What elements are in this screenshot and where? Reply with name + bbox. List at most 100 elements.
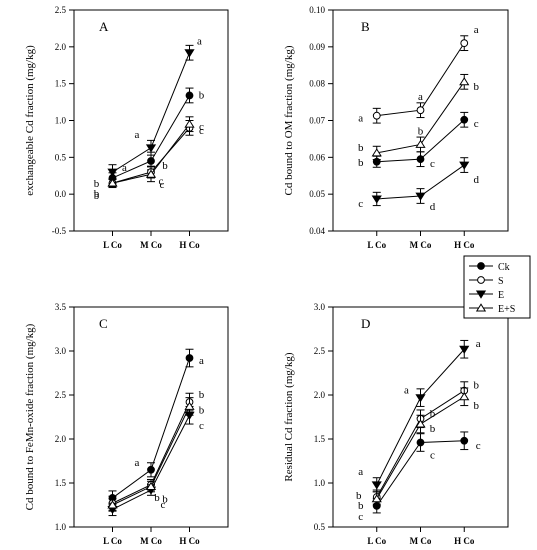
series-ck: b c c bbox=[358, 111, 479, 170]
x-tick-label: M Co bbox=[140, 536, 162, 546]
y-tick-label: 0.09 bbox=[309, 42, 325, 52]
significance-letter: b bbox=[430, 408, 436, 420]
significance-letter: b bbox=[154, 492, 160, 504]
y-tick-label: 3.0 bbox=[314, 302, 326, 312]
significance-letter: b bbox=[358, 157, 364, 169]
legend-label: E+S bbox=[498, 304, 515, 315]
significance-letter: a bbox=[418, 91, 423, 103]
y-axis-title: exchangeable Cd fraction (mg/kg) bbox=[24, 45, 36, 196]
legend-box bbox=[463, 255, 531, 319]
data-point bbox=[460, 436, 469, 445]
significance-letter: a bbox=[404, 385, 409, 397]
significance-letter: b bbox=[162, 160, 168, 172]
data-point bbox=[415, 419, 426, 428]
significance-letter: b bbox=[358, 500, 364, 512]
y-tick-label: 0.05 bbox=[309, 189, 325, 199]
y-tick-label: 2.5 bbox=[55, 390, 67, 400]
data-point bbox=[107, 500, 118, 509]
x-tick-label: H Co bbox=[179, 536, 200, 546]
legend: Ck SE E+S bbox=[463, 255, 531, 319]
x-tick-label: M Co bbox=[140, 240, 162, 250]
y-axis-title: Cd bound to OM fraction (mg/kg) bbox=[283, 45, 295, 195]
data-point bbox=[460, 39, 469, 48]
y-tick-label: 2.5 bbox=[314, 346, 326, 356]
significance-letter: c bbox=[159, 175, 164, 187]
significance-letter: a bbox=[122, 162, 127, 174]
y-tick-label: 2.5 bbox=[55, 5, 67, 15]
chart-panel-b: 0.04 0.05 0.06 0.07 0.08 0.09 0.10 L Co M Co H Co… bbox=[283, 5, 509, 250]
y-axis-title: Residual Cd fraction (mg/kg) bbox=[283, 352, 295, 482]
y-tick-label: 1.5 bbox=[55, 478, 67, 488]
data-point bbox=[184, 401, 195, 410]
significance-letter: d bbox=[430, 201, 436, 213]
significance-letter: c bbox=[358, 198, 363, 210]
y-tick-label: 0.5 bbox=[55, 152, 67, 162]
legend-label: S bbox=[498, 276, 504, 287]
legend-marker bbox=[477, 262, 485, 270]
data-point bbox=[459, 345, 470, 354]
x-tick-label: L Co bbox=[367, 240, 386, 250]
significance-letter: b bbox=[94, 188, 100, 200]
data-point bbox=[415, 139, 426, 148]
y-tick-label: 0.06 bbox=[309, 152, 325, 162]
y-tick-label: 1.0 bbox=[55, 522, 67, 532]
significance-letter: b bbox=[199, 389, 205, 401]
y-tick-label: 0.07 bbox=[309, 116, 325, 126]
series-epluss: bcc bbox=[94, 116, 204, 200]
significance-letter: b bbox=[356, 490, 362, 502]
series-epluss: bb bbox=[107, 397, 205, 512]
legend-marker bbox=[475, 303, 487, 312]
significance-letter: c bbox=[474, 118, 479, 130]
significance-letter: a bbox=[474, 24, 479, 36]
data-point bbox=[416, 106, 425, 115]
significance-letter: b bbox=[94, 178, 100, 190]
data-point bbox=[371, 481, 382, 490]
significance-letter: a bbox=[197, 36, 202, 48]
data-point bbox=[145, 169, 157, 178]
legend-marker bbox=[475, 290, 487, 299]
series-e: a a a bbox=[107, 36, 202, 180]
y-tick-label: 2.0 bbox=[314, 390, 326, 400]
y-tick-label: 1.0 bbox=[314, 478, 326, 488]
y-tick-label: 2.0 bbox=[55, 434, 67, 444]
significance-letter: b bbox=[162, 494, 168, 506]
series-epluss: bbb bbox=[358, 387, 480, 512]
significance-letter: c bbox=[199, 420, 204, 432]
significance-letter: c bbox=[358, 511, 363, 523]
series-epluss: bbb bbox=[358, 73, 480, 161]
panel-letter: B bbox=[361, 19, 370, 34]
significance-letter: a bbox=[199, 355, 204, 367]
significance-letter: b bbox=[94, 190, 100, 202]
data-point bbox=[459, 161, 470, 170]
significance-letter: c bbox=[476, 440, 481, 452]
chart-panel-d: 0.5 1.0 1.5 2.0 2.5 3.0 L Co M Co H Co Residual C… bbox=[283, 302, 509, 546]
x-tick-label: L Co bbox=[367, 536, 386, 546]
chart-panel-c: 1.0 1.5 2.0 2.5 3.0 3.5 L Co M Co H Co Cd bound t… bbox=[24, 302, 229, 546]
data-point bbox=[371, 494, 382, 503]
y-tick-label: 1.0 bbox=[55, 116, 67, 126]
y-tick-label: 1.5 bbox=[55, 79, 67, 89]
significance-letter: c bbox=[199, 121, 204, 133]
y-tick-label: 0.10 bbox=[309, 5, 325, 15]
data-point bbox=[415, 192, 426, 201]
y-tick-label: 3.5 bbox=[55, 302, 67, 312]
significance-letter: a bbox=[476, 338, 481, 350]
data-point bbox=[416, 155, 425, 164]
panel-letter: C bbox=[99, 316, 108, 331]
data-point bbox=[107, 168, 118, 177]
legend-marker bbox=[477, 276, 485, 284]
panel-letter: D bbox=[361, 316, 370, 331]
significance-letter: a bbox=[135, 129, 140, 141]
x-tick-label: M Co bbox=[410, 536, 432, 546]
significance-letter: b bbox=[199, 404, 205, 416]
data-point bbox=[459, 392, 470, 401]
data-point bbox=[107, 178, 118, 187]
y-tick-label: 3.0 bbox=[55, 346, 67, 356]
x-tick-label: H Co bbox=[454, 536, 475, 546]
significance-letter: b bbox=[418, 125, 424, 137]
significance-letter: a bbox=[358, 466, 363, 478]
legend-label: Ck bbox=[498, 262, 510, 273]
significance-letter: b bbox=[430, 423, 436, 435]
data-point bbox=[145, 481, 157, 490]
